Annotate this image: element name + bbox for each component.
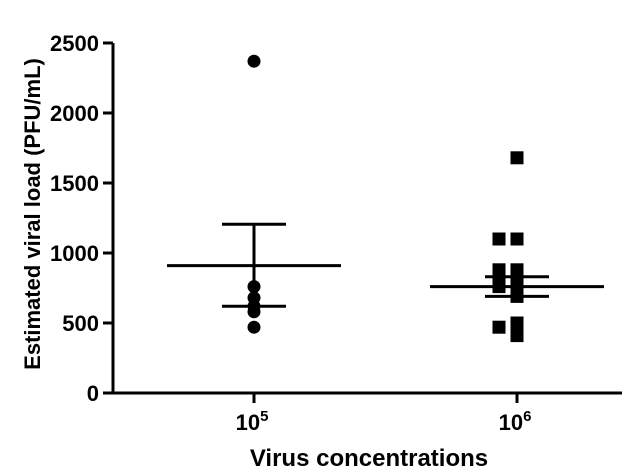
y-tick-label: 2500 (50, 31, 99, 56)
data-point (492, 232, 506, 246)
y-tick-label: 2000 (50, 101, 99, 126)
y-tick-label: 0 (87, 381, 99, 406)
data-point (247, 320, 261, 334)
x-tick-label: 105 (236, 408, 269, 435)
data-point (510, 232, 524, 246)
axes: 0 500 1000 1500 2000 2500 105 106 (50, 31, 622, 435)
data-point (247, 305, 261, 319)
data-point (510, 151, 524, 165)
x-tick-label: 106 (499, 408, 532, 435)
y-tick-label: 1500 (50, 171, 99, 196)
data-point (510, 329, 524, 343)
data-point (247, 54, 261, 68)
x-axis-title: Virus concentrations (250, 445, 488, 470)
y-axis-title: Estimated viral load (PFU/mL) (20, 58, 45, 370)
plot-area (167, 54, 604, 343)
y-tick-label: 500 (62, 311, 99, 336)
y-tick-label: 1000 (50, 241, 99, 266)
data-point (492, 320, 506, 334)
